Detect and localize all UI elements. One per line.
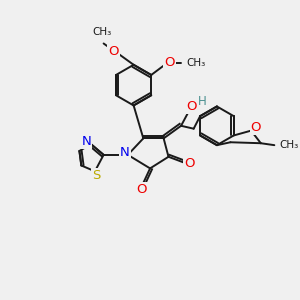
- Text: N: N: [120, 146, 130, 159]
- Text: N: N: [81, 135, 91, 148]
- Text: O: O: [136, 183, 147, 196]
- Text: CH₃: CH₃: [186, 58, 205, 68]
- Text: CH₃: CH₃: [92, 27, 111, 37]
- Text: H: H: [197, 95, 206, 108]
- Text: O: O: [187, 100, 197, 113]
- Text: O: O: [184, 157, 195, 170]
- Text: S: S: [92, 169, 100, 182]
- Text: O: O: [251, 121, 261, 134]
- Text: O: O: [164, 56, 175, 69]
- Text: CH₃: CH₃: [279, 140, 298, 150]
- Text: O: O: [108, 45, 119, 58]
